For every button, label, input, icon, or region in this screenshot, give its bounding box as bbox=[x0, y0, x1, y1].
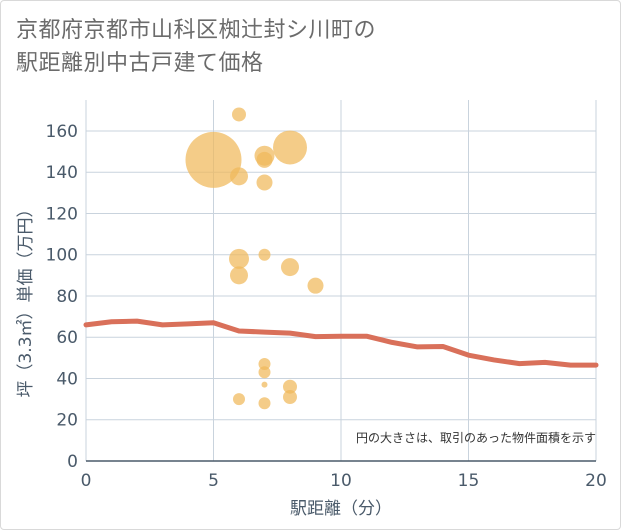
bubble-point bbox=[307, 277, 324, 294]
bubble-point bbox=[283, 390, 297, 405]
y-tick-label: 60 bbox=[56, 328, 78, 348]
chart-title: 京都府京都市山科区椥辻封シ川町の 駅距離別中古戸建て価格 bbox=[16, 14, 576, 80]
bubble-point bbox=[281, 258, 299, 277]
bubble-point bbox=[256, 151, 273, 168]
trend-series bbox=[83, 318, 599, 368]
bubble-point bbox=[232, 107, 246, 122]
x-tick-label: 0 bbox=[81, 471, 92, 491]
bubble-point bbox=[258, 358, 271, 371]
chart-title-line2: 駅距離別中古戸建て価格 bbox=[16, 51, 264, 76]
bubble-size-note: 円の大きさは、取引のあった物件面積を示す bbox=[356, 430, 596, 445]
y-tick-label: 80 bbox=[56, 287, 78, 307]
bubble-series bbox=[185, 107, 324, 410]
bubble-point bbox=[283, 379, 297, 394]
bubble-point bbox=[229, 248, 249, 269]
trend-line bbox=[83, 318, 599, 368]
x-axis-label: 駅距離（分） bbox=[290, 499, 392, 519]
bubble-point bbox=[273, 130, 307, 165]
bubble-point bbox=[258, 248, 271, 261]
chart-title-line1: 京都府京都市山科区椥辻封シ川町の bbox=[16, 18, 377, 43]
y-tick-label: 40 bbox=[56, 369, 78, 389]
bubble-point bbox=[258, 366, 271, 379]
x-tick-label: 5 bbox=[208, 471, 219, 491]
y-tick-label: 120 bbox=[46, 204, 78, 224]
y-tick-label: 140 bbox=[46, 163, 78, 183]
y-tick-label: 100 bbox=[46, 246, 78, 266]
axes: 0 20 40 60 80 100 120 140 160 0 5 10 15 20 bbox=[46, 122, 607, 491]
x-tick-label: 10 bbox=[330, 471, 352, 491]
bubble-point bbox=[233, 393, 245, 406]
bubble-point bbox=[185, 131, 242, 188]
y-tick-label: 160 bbox=[46, 122, 78, 142]
bubble-point bbox=[256, 174, 273, 191]
y-tick-label: 0 bbox=[67, 452, 78, 472]
y-tick-label: 20 bbox=[56, 411, 78, 431]
bubble-point bbox=[261, 381, 268, 388]
x-tick-label: 15 bbox=[458, 471, 480, 491]
grid bbox=[85, 100, 597, 461]
bubble-point bbox=[258, 397, 271, 410]
bubble-point bbox=[230, 167, 248, 186]
bubble-point bbox=[230, 266, 248, 285]
y-axis-label: 坪（3.3㎡）単価（万円） bbox=[16, 200, 36, 397]
x-tick-label: 20 bbox=[585, 471, 607, 491]
